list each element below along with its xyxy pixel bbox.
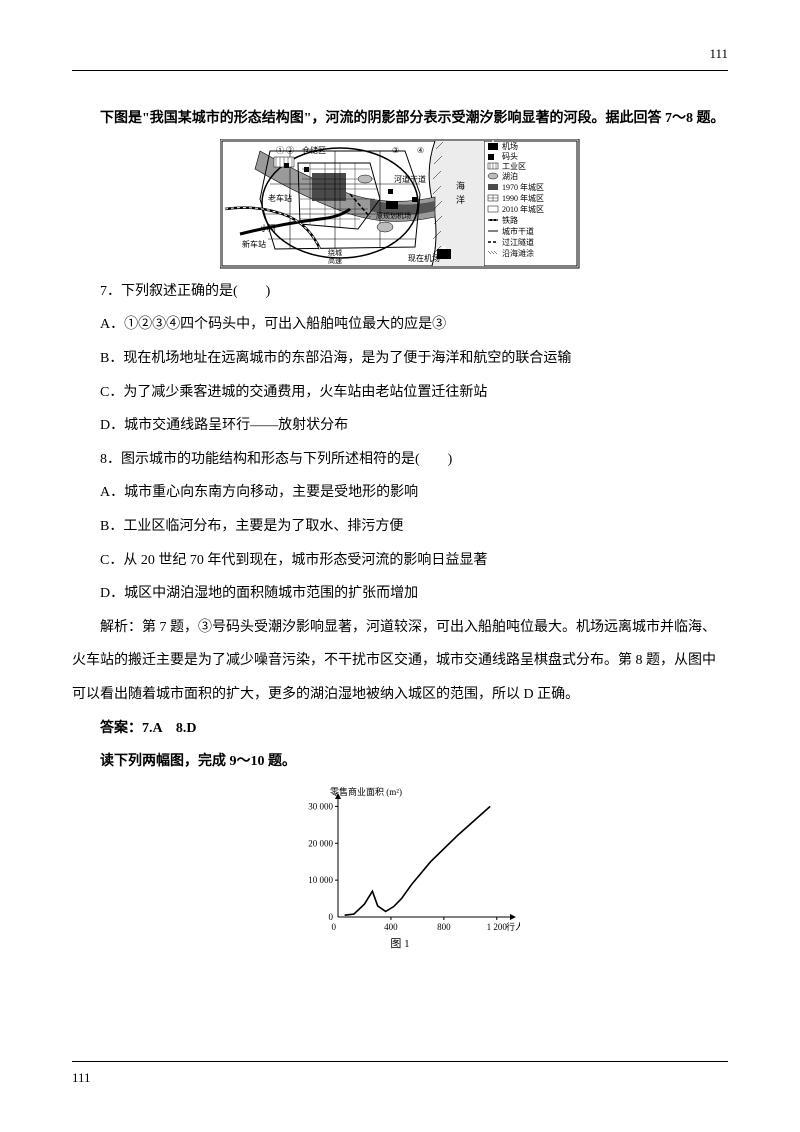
map-label: 河道干道 bbox=[394, 174, 426, 184]
map-label: ③ bbox=[392, 146, 399, 155]
intro-text: 下图是"我国某城市的形态结构图"，河流的阴影部分表示受潮汐影响显著的河段。据此回… bbox=[72, 104, 728, 135]
svg-text:湖泊: 湖泊 bbox=[502, 171, 518, 181]
svg-text:城市干道: 城市干道 bbox=[502, 226, 534, 236]
map-label: 绕城高速 bbox=[328, 248, 342, 265]
map-label: 小河 bbox=[260, 223, 276, 233]
svg-text:2010 年城区: 2010 年城区 bbox=[502, 204, 544, 214]
q7-A: A．①②③④四个码头中，可出入船舶吨位最大的应是③ bbox=[72, 308, 728, 342]
svg-text:过江隧道: 过江隧道 bbox=[502, 237, 534, 247]
top-rule bbox=[72, 70, 728, 71]
intro2: 读下列两幅图，完成 9～10 题。 bbox=[72, 745, 728, 779]
answer: 答案：7.A 8.D bbox=[72, 712, 728, 746]
svg-text:0: 0 bbox=[329, 912, 334, 922]
svg-text:1970 年城区: 1970 年城区 bbox=[502, 182, 544, 192]
svg-text:图 1: 图 1 bbox=[390, 937, 409, 950]
q8-A: A．城市重心向东南方向移动，主要是受地形的影响 bbox=[72, 476, 728, 510]
svg-text:20 000: 20 000 bbox=[308, 838, 333, 848]
map-label: 新车站 bbox=[242, 239, 266, 249]
map-label: ① ② 仓储区 bbox=[276, 145, 326, 155]
svg-text:行人数/时: 行人数/时 bbox=[506, 921, 520, 932]
svg-text:1990 年城区: 1990 年城区 bbox=[502, 193, 544, 203]
svg-text:工业区: 工业区 bbox=[502, 161, 526, 171]
document-body: 下图是"我国某城市的形态结构图"，河流的阴影部分表示受潮汐影响显著的河段。据此回… bbox=[72, 104, 728, 951]
chart-svg: 零售商业面积 (m²) 0 10 000 20 000 30 000 0 400 800 1 2… bbox=[280, 781, 520, 951]
city-map-figure: ① ② 仓储区 ③ ④ 老车站 新车站 小河 绕城高速 河道干道 原规划机场 现… bbox=[220, 139, 580, 269]
page-number-top: 111 bbox=[709, 46, 728, 62]
svg-text:1 200: 1 200 bbox=[487, 922, 508, 932]
svg-text:码头: 码头 bbox=[502, 151, 518, 161]
map-label: 原规划机场 bbox=[376, 211, 411, 220]
q8-B: B．工业区临河分布，主要是为了取水、排污方便 bbox=[72, 510, 728, 544]
svg-text:机场: 机场 bbox=[502, 141, 518, 151]
svg-text:0: 0 bbox=[332, 922, 337, 932]
chart-figure: 零售商业面积 (m²) 0 10 000 20 000 30 000 0 400 800 1 2… bbox=[280, 781, 520, 951]
map-label: 老车站 bbox=[268, 193, 292, 203]
city-map-svg: ① ② 仓储区 ③ ④ 老车站 新车站 小河 绕城高速 河道干道 原规划机场 现… bbox=[220, 139, 580, 269]
map-label: 现在机场 bbox=[408, 253, 440, 263]
svg-text:30 000: 30 000 bbox=[308, 801, 333, 811]
svg-text:零售商业面积 (m²): 零售商业面积 (m²) bbox=[330, 786, 402, 797]
q7-B: B．现在机场地址在远离城市的东部沿海，是为了便于海洋和航空的联合运输 bbox=[72, 342, 728, 376]
q7-stem: 7．下列叙述正确的是( ) bbox=[72, 275, 728, 309]
page-number-bottom: 111 bbox=[72, 1070, 91, 1086]
q7-D: D．城市交通线路呈环行——放射状分布 bbox=[72, 409, 728, 443]
svg-text:400: 400 bbox=[384, 922, 398, 932]
explanation: 解析：第 7 题，③号码头受潮汐影响显著，河道较深，可出入船舶吨位最大。机场远离… bbox=[72, 611, 728, 712]
q8-D: D．城区中湖泊湿地的面积随城市范围的扩张而增加 bbox=[72, 577, 728, 611]
svg-text:铁路: 铁路 bbox=[502, 215, 518, 225]
bottom-rule bbox=[72, 1061, 728, 1062]
q7-C: C．为了减少乘客进城的交通费用，火车站由老站位置迁往新站 bbox=[72, 376, 728, 410]
svg-text:800: 800 bbox=[437, 922, 451, 932]
svg-text:10 000: 10 000 bbox=[308, 875, 333, 885]
svg-text:沿海滩涂: 沿海滩涂 bbox=[502, 248, 534, 258]
q8-stem: 8．图示城市的功能结构和形态与下列所述相符的是( ) bbox=[72, 443, 728, 477]
q8-C: C．从 20 世纪 70 年代到现在，城市形态受河流的影响日益显著 bbox=[72, 544, 728, 578]
map-label: ④ bbox=[417, 146, 424, 155]
